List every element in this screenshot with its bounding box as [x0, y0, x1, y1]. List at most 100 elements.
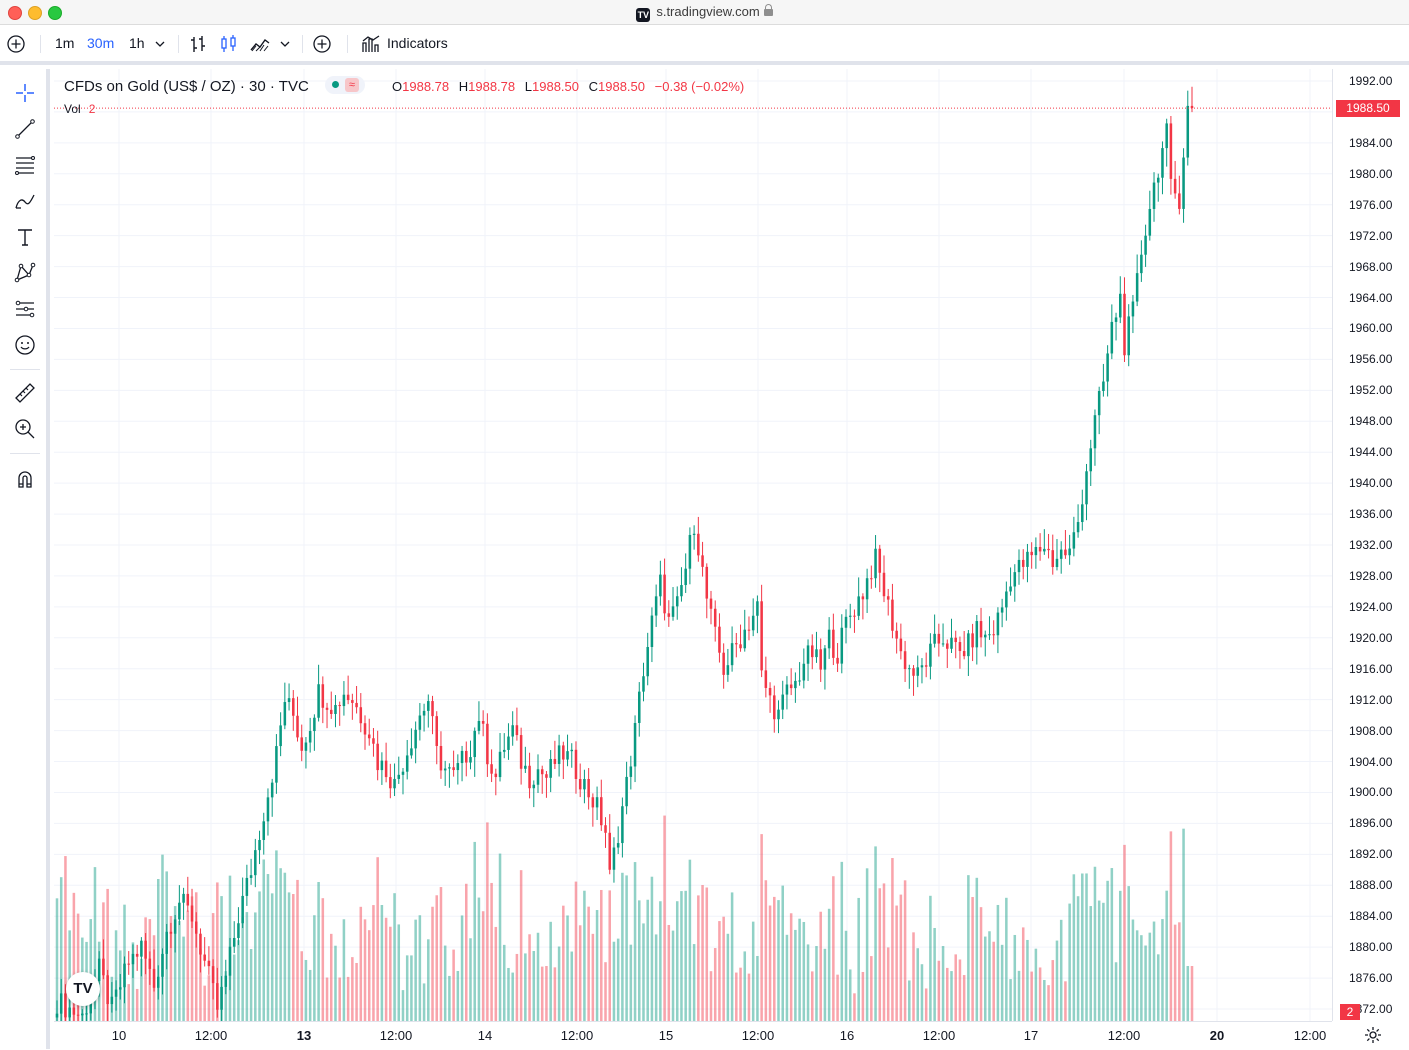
magnet-tool[interactable]: [9, 463, 41, 495]
emoji-tool[interactable]: [9, 329, 41, 361]
candle-body: [578, 779, 582, 790]
candle-body: [794, 680, 797, 689]
volume-bar: [418, 915, 422, 1021]
volume-bar: [1110, 868, 1114, 1021]
fib-retracement-tool[interactable]: [9, 149, 41, 181]
low-label: L: [524, 79, 532, 94]
candle-body: [161, 953, 164, 977]
candle-body: [764, 670, 768, 688]
candle-body: [899, 638, 903, 652]
candle-body: [1144, 235, 1147, 255]
volume-bar: [431, 906, 434, 1021]
volume-bar: [781, 885, 784, 1021]
pattern-tool[interactable]: [9, 257, 41, 289]
close-window-button[interactable]: [8, 6, 22, 20]
volume-bar: [156, 878, 160, 1021]
volume-bar: [979, 907, 983, 1021]
candle-body: [1026, 551, 1029, 567]
candle-body: [220, 986, 223, 1010]
candle-body: [815, 649, 818, 658]
volume-bar: [659, 901, 662, 1021]
volume-bar: [870, 956, 873, 1021]
bars-chart-type-button[interactable]: [189, 25, 213, 61]
text-tool[interactable]: [9, 221, 41, 253]
price-tick-label: 1908.00: [1349, 723, 1393, 738]
candle-body: [874, 548, 877, 579]
candle-body: [697, 533, 700, 556]
compare-symbol-button[interactable]: [312, 25, 336, 61]
candles-chart-type-button[interactable]: [219, 25, 243, 61]
tradingview-logo[interactable]: TV: [66, 972, 100, 1006]
candle-body: [486, 723, 489, 765]
volume-legend[interactable]: Vol 2: [64, 102, 95, 116]
volume-bar: [1009, 979, 1012, 1021]
volume-bar: [747, 973, 751, 1021]
volume-bar: [1127, 886, 1130, 1021]
time-axis[interactable]: 10 12:00 13 12:00 14 12:00 15 12:00 16 12:00 17 12:…: [54, 1021, 1332, 1050]
candle-body: [675, 596, 679, 607]
candle-body: [667, 613, 671, 617]
candle-body: [819, 649, 822, 670]
symbol-title[interactable]: CFDs on Gold (US$ / OZ) · 30 · TVC: [64, 78, 309, 95]
zoom-in-tool[interactable]: [9, 413, 41, 445]
volume-bar: [1038, 967, 1042, 1021]
volume-bar: [861, 971, 865, 1021]
candle-body: [671, 606, 675, 617]
indicators-icon: [362, 35, 380, 52]
candle-body: [747, 629, 751, 631]
candle-body: [203, 954, 206, 961]
price-chart[interactable]: [54, 69, 1332, 1021]
bars-icon: [191, 36, 205, 52]
minimize-window-button[interactable]: [28, 6, 42, 20]
candle-body: [992, 634, 995, 636]
candle-body: [254, 850, 257, 876]
volume-bar: [237, 940, 240, 1021]
maximize-window-button[interactable]: [48, 6, 62, 20]
interval-1m[interactable]: 1m: [55, 35, 75, 51]
interval-dropdown-button[interactable]: [154, 25, 170, 61]
volume-bar: [844, 930, 848, 1021]
volume-bar: [1017, 970, 1021, 1021]
candle-body: [490, 764, 493, 774]
volume-bar: [355, 962, 358, 1021]
price-axis[interactable]: 1992.00 1984.00 1980.00 1976.00 1972.00 1968.…: [1332, 69, 1409, 1021]
volume-bar: [802, 921, 806, 1021]
candle-body: [1055, 558, 1059, 568]
candle-body: [663, 574, 666, 614]
candle-body: [789, 684, 793, 689]
volume-bar: [633, 862, 637, 1021]
volume-bar: [76, 913, 80, 1021]
interval-1h[interactable]: 1h: [129, 35, 145, 51]
close-label: C: [588, 79, 599, 94]
volume-bar: [1186, 966, 1190, 1021]
volume-bar: [216, 882, 219, 1021]
volume-bar: [254, 912, 257, 1021]
volume-bar: [722, 916, 725, 1021]
volume-bar: [1106, 880, 1109, 1021]
brush-tool[interactable]: [9, 185, 41, 217]
prediction-tool[interactable]: [9, 293, 41, 325]
trend-line-tool[interactable]: [9, 113, 41, 145]
candle-body: [549, 758, 552, 778]
chart-pane[interactable]: [54, 69, 1409, 1049]
area-chart-type-button[interactable]: [249, 25, 273, 61]
high-value: 1988.78: [468, 79, 516, 94]
market-status-badge[interactable]: ≈: [324, 76, 365, 94]
crosshair-tool[interactable]: [9, 77, 41, 109]
volume-bar: [638, 900, 641, 1021]
volume-bar: [1173, 924, 1177, 1021]
address-bar[interactable]: TV s.tradingview.com: [0, 4, 1409, 22]
indicators-button[interactable]: Indicators: [361, 25, 461, 61]
volume-bar: [443, 945, 447, 1021]
measure-tool[interactable]: [9, 377, 41, 409]
volume-bar: [178, 921, 181, 1021]
candle-body: [916, 667, 920, 676]
candle-body: [730, 643, 734, 666]
interval-30m[interactable]: 30m: [87, 35, 115, 51]
candle-body: [245, 877, 249, 896]
chart-settings-button[interactable]: [1364, 1026, 1382, 1044]
price-tick-label: 1912.00: [1349, 692, 1393, 707]
candle-body: [81, 1013, 84, 1016]
add-symbol-button[interactable]: [6, 25, 30, 61]
chart-type-dropdown-button[interactable]: [279, 25, 295, 61]
